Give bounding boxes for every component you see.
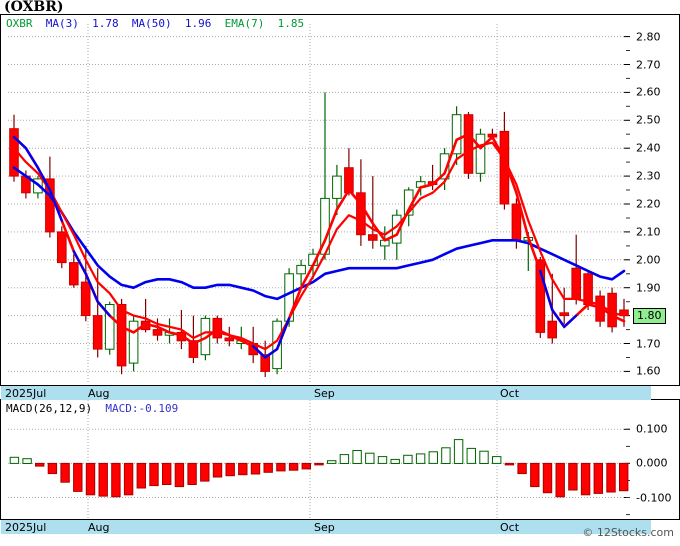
- price-axis-label: 2.20: [636, 197, 661, 211]
- legend-item: MACD:-0.109: [105, 402, 179, 415]
- legend-item: 1.85: [277, 17, 305, 30]
- macd-axis-label: -0.100: [636, 491, 672, 504]
- date-axis-label: 2025Jul: [5, 387, 47, 400]
- macd-axis-label: 0.000: [636, 456, 668, 470]
- date-axis-macd: 2025Jul Aug Sep Oct: [1, 519, 651, 534]
- price-axis-label: 2.30: [636, 169, 661, 183]
- page-title: (OXBR): [4, 0, 64, 15]
- macd-legend: MACD(26,12,9) MACD:-0.109: [6, 402, 178, 415]
- legend-item: EMA(7): [224, 17, 265, 30]
- date-axis-label: 2025Jul: [5, 521, 47, 534]
- price-legend: OXBR MA(3) 1.78 MA(50) 1.96 EMA(7) 1.85: [6, 17, 304, 30]
- legend-item: MA(50): [131, 17, 172, 30]
- price-axis-label: 1.90: [636, 281, 661, 295]
- price-axis-label: 2.70: [636, 58, 661, 71]
- date-axis-price: 2025Jul Aug Sep Oct: [1, 385, 651, 400]
- legend-item: MACD(26,12,9): [6, 402, 93, 415]
- date-axis-label: Oct: [500, 521, 520, 534]
- date-axis-label: Aug: [88, 387, 110, 400]
- legend-item: OXBR: [6, 17, 33, 30]
- legend-item: MA(3): [45, 17, 79, 30]
- date-axis-label: Sep: [314, 521, 335, 534]
- price-axis-label: 2.50: [636, 113, 661, 127]
- watermark: © 12Stocks.com: [582, 526, 674, 539]
- date-axis-label: Aug: [88, 521, 110, 534]
- price-axis-label: 2.10: [636, 225, 661, 239]
- date-axis-label: Oct: [500, 387, 520, 400]
- date-axis-label: Sep: [314, 387, 335, 400]
- price-axis-label: 1.70: [636, 337, 661, 350]
- macd-axis-label: 0.100: [636, 422, 668, 436]
- current-price-tag: 1.80: [633, 307, 666, 324]
- price-axis-label: 2.60: [636, 85, 661, 99]
- price-axis-label: 1.60: [636, 364, 661, 378]
- legend-item: 1.96: [184, 17, 212, 30]
- price-axis-label: 2.40: [636, 141, 661, 155]
- price-axis-label: 2.80: [636, 30, 661, 44]
- legend-item: 1.78: [92, 17, 119, 30]
- price-axis-label: 2.00: [636, 253, 661, 267]
